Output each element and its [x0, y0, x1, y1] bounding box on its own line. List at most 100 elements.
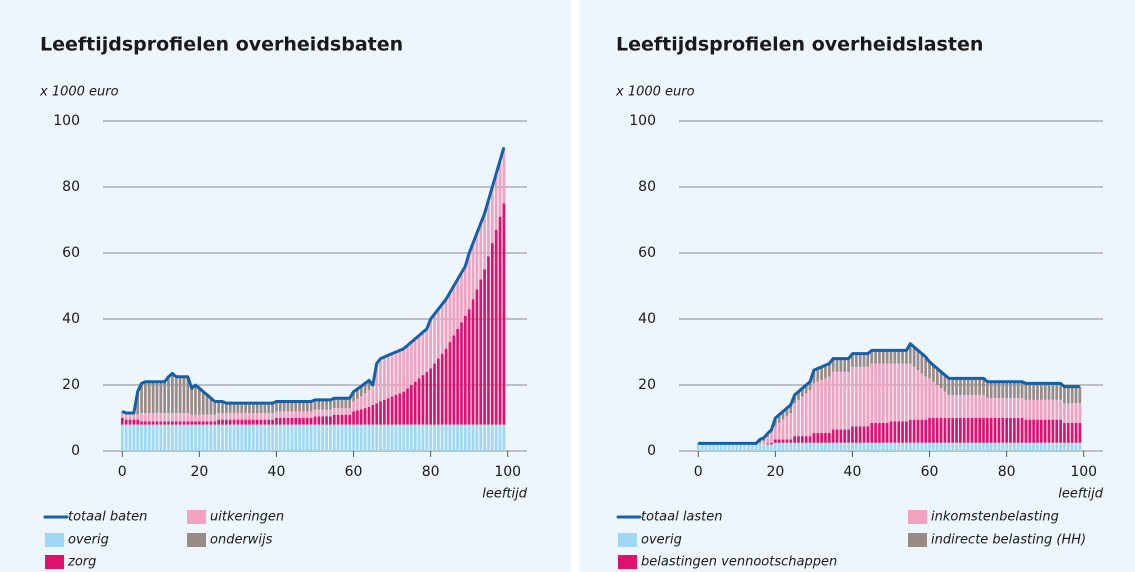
bar-segment: [375, 363, 379, 404]
bar-segment: [943, 418, 947, 443]
bar-segment: [383, 399, 386, 425]
bar-segment: [390, 424, 394, 451]
bar-segment: [708, 444, 712, 451]
x-tick-label: 20: [190, 464, 208, 480]
bar-segment: [935, 368, 939, 385]
bar-segment: [831, 429, 835, 443]
bar-segment: [194, 385, 197, 415]
bar-segment: [440, 353, 444, 425]
bar-segment: [429, 424, 432, 451]
bar-segment: [920, 442, 924, 451]
bar-segment: [356, 410, 359, 425]
bar-segment: [332, 414, 336, 425]
bar-segment: [321, 424, 325, 451]
bar-segment: [793, 436, 796, 443]
bar-segment: [402, 348, 406, 392]
bar-segment: [970, 378, 974, 395]
bar-segment: [905, 350, 908, 364]
bar-segment: [248, 403, 251, 414]
bar-segment: [812, 383, 816, 433]
bar-segment: [962, 418, 966, 443]
bar-segment: [839, 442, 843, 451]
bar-segment: [182, 376, 186, 414]
bar-segment: [271, 419, 274, 425]
bar-segment: [155, 424, 159, 451]
bar-segment: [1009, 442, 1012, 451]
bar-segment: [901, 442, 904, 451]
bar-segment: [487, 424, 490, 451]
bar-segment: [263, 424, 267, 451]
bar-segment: [1036, 399, 1039, 420]
bar-segment: [498, 424, 502, 451]
bar-segment: [720, 444, 723, 451]
bar-segment: [870, 350, 874, 364]
bar-segment: [340, 398, 344, 409]
bar-segment: [329, 424, 332, 451]
chart-title: Leeftijdsprofielen overheidslasten: [616, 34, 983, 56]
bar-segment: [224, 403, 228, 414]
bar-segment: [483, 213, 486, 270]
bar-segment: [1043, 419, 1047, 443]
bar-segment: [255, 424, 259, 451]
bar-segment: [1070, 442, 1074, 451]
bar-segment: [140, 424, 143, 451]
bar-segment: [475, 424, 479, 451]
bar-segment: [1074, 403, 1078, 423]
legend-label: overig: [641, 533, 682, 548]
bar-segment: [1047, 442, 1051, 451]
bar-segment: [893, 350, 897, 364]
bar-segment: [436, 424, 440, 451]
bar-segment: [874, 363, 877, 423]
bar-segment: [356, 398, 359, 411]
bar-segment: [302, 418, 305, 425]
bar-segment: [800, 442, 804, 451]
bar-segment: [1043, 383, 1047, 400]
x-tick-label: 20: [766, 464, 784, 480]
bar-segment: [854, 426, 858, 443]
bar-segment: [785, 442, 789, 451]
bar-segment: [989, 418, 993, 443]
bar-segment: [263, 403, 267, 414]
bar-segment: [329, 399, 332, 410]
bar-segment: [232, 403, 236, 414]
bar-segment: [232, 413, 236, 420]
bar-segment: [951, 418, 955, 443]
bar-segment: [866, 366, 870, 427]
total-line: [121, 146, 506, 415]
bar-segment: [835, 371, 839, 430]
bar-segment: [124, 419, 128, 425]
bar-segment: [847, 442, 850, 451]
bar-segment: [978, 394, 982, 418]
bar-segment: [120, 413, 124, 418]
bar-segment: [824, 432, 827, 443]
bar-segment: [190, 414, 194, 422]
bar-segment: [240, 424, 244, 451]
bar-segment: [908, 343, 912, 364]
bar-segment: [194, 414, 197, 422]
bar-segment: [1028, 383, 1032, 400]
bar-segment: [228, 413, 232, 420]
bar-segment: [359, 396, 363, 410]
bar-segment: [275, 424, 278, 451]
bar-segment: [982, 418, 985, 443]
bar-segment: [483, 269, 486, 425]
bar-segment: [174, 424, 178, 451]
bar-segment: [1032, 399, 1035, 420]
bar-segment: [363, 408, 367, 425]
bar-segment: [986, 418, 989, 443]
x-tick-label: 60: [345, 464, 363, 480]
bar-segment: [136, 419, 140, 425]
bar-segment: [475, 289, 479, 425]
bar-segment: [1070, 386, 1074, 404]
bar-segment: [901, 421, 904, 443]
bar-segment: [456, 328, 459, 425]
bar-segment: [1012, 442, 1016, 451]
bar-segment: [290, 411, 294, 418]
bar-segment: [313, 409, 317, 417]
bar-segment: [317, 424, 321, 451]
bar-segment: [777, 414, 781, 423]
bar-segment: [205, 424, 209, 451]
bar-segment: [490, 424, 494, 451]
bar-segment: [494, 424, 498, 451]
y-tick-label: 40: [638, 311, 656, 327]
